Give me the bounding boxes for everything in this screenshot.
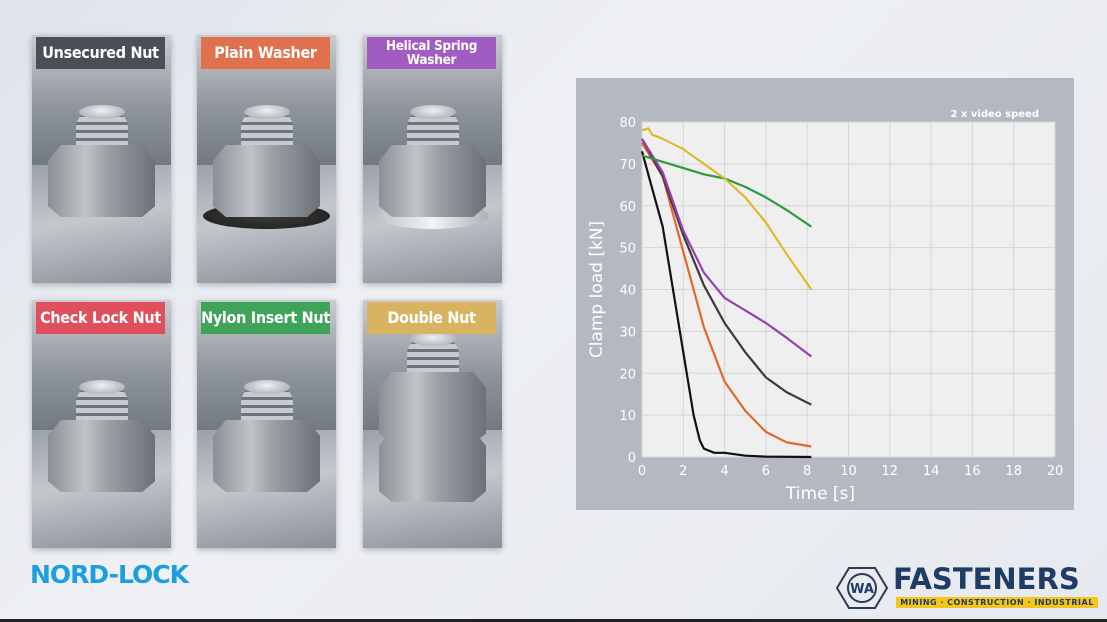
wa-tagline: MINING · CONSTRUCTION · INDUSTRIAL: [896, 597, 1098, 608]
x-tick-label: 2: [679, 464, 687, 479]
series-line-0: [640, 151, 812, 459]
x-axis-label: Time [s]: [785, 484, 855, 504]
fastener-photo-dark-washer: Plain Washer: [197, 35, 336, 283]
fastener-photo-nylon: Nylon Insert Nut: [197, 300, 336, 548]
y-tick-label: 30: [619, 325, 636, 340]
y-tick-label: 80: [619, 116, 636, 131]
fastener-photo-double: Double Nut: [363, 300, 502, 548]
y-tick-label: 10: [619, 409, 636, 424]
fastener-label: Plain Washer: [201, 37, 330, 69]
fastener-label: Nylon Insert Nut: [201, 302, 330, 334]
x-tick-label: 0: [638, 464, 646, 479]
fastener-photo-plain: Unsecured Nut: [32, 35, 171, 283]
series-line-1: [641, 142, 812, 448]
x-tick-label: 18: [1005, 464, 1022, 479]
bottom-bar: [0, 619, 1107, 622]
y-tick-label: 40: [619, 284, 636, 299]
bolt-end: [244, 105, 290, 119]
series-line-5: [641, 127, 813, 291]
series-line-3: [641, 138, 812, 358]
y-axis-label: Clamp load [kN]: [587, 221, 607, 358]
wa-fasteners-logo: FASTENERS: [893, 562, 1080, 596]
y-tick-label: 50: [619, 242, 636, 257]
nut: [379, 372, 486, 444]
fastener-label: Double Nut: [367, 302, 496, 334]
y-tick-label: 70: [619, 158, 636, 173]
x-tick-label: 12: [882, 464, 899, 479]
y-tick-label: 20: [619, 367, 636, 382]
series-line-2: [641, 138, 812, 406]
x-tick-label: 16: [964, 464, 981, 479]
x-tick-label: 10: [840, 464, 857, 479]
nut: [213, 420, 320, 492]
nut: [48, 145, 155, 217]
nut: [379, 145, 486, 217]
bolt-end: [244, 380, 290, 394]
nord-lock-logo: NORD-LOCK: [30, 560, 189, 589]
clamp-load-chart: 0 2 4 6 8 10 12 14 16 18 20 0 10 20 30 40 50 60 70 80 Time […: [576, 78, 1074, 510]
x-tick-label: 14: [923, 464, 940, 479]
fastener-photo-spring-washer: Helical Spring Washer: [363, 35, 502, 283]
wa-hex-logo-icon: WA: [836, 567, 888, 609]
y-tick-label: 0: [628, 451, 636, 466]
bolt-end: [79, 380, 125, 394]
fastener-photo-check: Check Lock Nut: [32, 300, 171, 548]
x-tick-label: 6: [762, 464, 770, 479]
fastener-label: Unsecured Nut: [36, 37, 165, 69]
chart-svg: 0 2 4 6 8 10 12 14 16 18 20 0 10 20 30 40 50 60 70 80 Time […: [587, 109, 1064, 504]
x-tick-label: 4: [720, 464, 728, 479]
bolt-end: [410, 332, 456, 346]
video-speed-annotation: 2 x video speed: [951, 109, 1039, 120]
y-tick-label: 60: [619, 200, 636, 215]
bolt-end: [79, 105, 125, 119]
fastener-label: Helical Spring Washer: [367, 37, 496, 69]
x-tick-label: 8: [803, 464, 811, 479]
wa-badge-text: WA: [850, 582, 874, 597]
fastener-label: Check Lock Nut: [36, 302, 165, 334]
nut: [48, 420, 155, 492]
nut: [213, 145, 320, 217]
bolt-end: [410, 105, 456, 119]
x-tick-label: 20: [1047, 464, 1064, 479]
